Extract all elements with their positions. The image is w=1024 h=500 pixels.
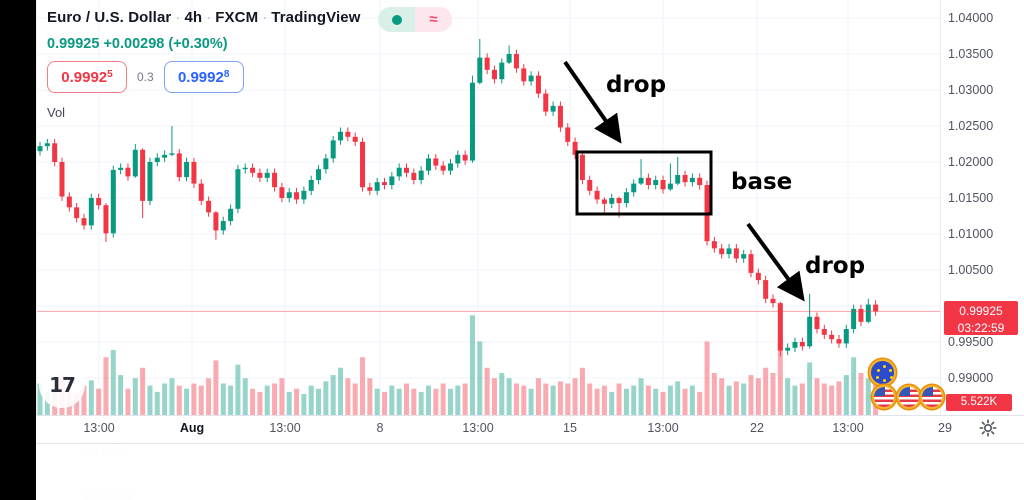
order-buttons: 0.9992 5 0.3 0.9992 8 (47, 61, 244, 93)
time-axis-tick[interactable]: 29 (938, 421, 952, 435)
delayed-icon: ≈ (429, 11, 438, 28)
chart-legend-title[interactable]: Euro / U.S. Dollar · 4h · FXCM · TradingView (47, 9, 361, 26)
last-price-badge: 0.99925 03:22:59 (944, 301, 1018, 335)
us-flag-coin-sticker-icon (897, 385, 921, 409)
spread-value: 0.3 (137, 70, 154, 84)
plot-left-border (36, 0, 37, 415)
timezone-settings-gear-icon[interactable] (978, 418, 998, 443)
delayed-data-indicator[interactable]: ≈ (415, 7, 452, 32)
price-axis-tick[interactable]: 1.03500 (948, 46, 994, 61)
eu-flag-coin-sticker-icon (869, 359, 896, 386)
time-axis-separator (0, 415, 1024, 416)
time-axis-tick[interactable]: 22 (750, 421, 764, 435)
bottom-toolbar: EURUSD 4h ƒx (0, 444, 1024, 500)
price-axis-tick[interactable]: 1.04000 (948, 10, 994, 25)
time-axis-tick[interactable]: 13:00 (647, 421, 679, 435)
time-axis-tick[interactable]: 13:00 (832, 421, 864, 435)
us-flag-coin-sticker-icon (920, 385, 944, 409)
sell-button[interactable]: 0.9992 5 (47, 61, 127, 93)
toolbar-separator (0, 443, 1024, 444)
price-axis-tick[interactable]: 1.02000 (948, 154, 994, 169)
volume-value-badge: 5.522K (946, 394, 1012, 411)
brand: TradingView (271, 9, 361, 26)
symbol-title[interactable]: Euro / U.S. Dollar (47, 9, 172, 26)
price-axis-tick[interactable]: 1.03000 (948, 82, 994, 97)
price-axis-tick[interactable]: 1.00500 (948, 262, 994, 277)
time-axis-tick[interactable]: Aug (179, 421, 205, 435)
buy-button[interactable]: 0.9992 8 (163, 61, 244, 93)
time-axis-tick[interactable]: 8 (376, 421, 384, 435)
quote-line: 0.99925 +0.00298 (+0.30%) (47, 36, 228, 52)
bar-countdown: 03:22:59 (957, 320, 1005, 335)
candlestick-chart[interactable] (36, 0, 940, 415)
screen-black-edge (0, 0, 36, 500)
market-open-dot-icon (391, 14, 402, 25)
time-axis-tick[interactable]: 13:00 (269, 421, 301, 435)
price-axis-tick[interactable]: 1.02500 (948, 118, 994, 133)
exchange[interactable]: FXCM (215, 9, 259, 26)
time-axis-tick[interactable]: 13:00 (462, 421, 494, 435)
price-axis-tick[interactable]: 0.99000 (948, 370, 994, 385)
market-status-pill[interactable]: ≈ (378, 7, 452, 32)
volume-study-label[interactable]: Vol (47, 105, 66, 120)
price-axis-separator (940, 0, 941, 415)
time-axis-tick[interactable]: 15 (563, 421, 577, 435)
time-axis-tick[interactable]: 13:00 (83, 421, 115, 435)
price-axis-tick[interactable]: 1.01000 (948, 226, 994, 241)
tradingview-watermark-logo-icon: 17 (39, 362, 85, 408)
price-axis-tick[interactable]: 0.99500 (948, 334, 994, 349)
price-axis-tick[interactable]: 1.01500 (948, 190, 994, 205)
last-price: 0.99925 (959, 304, 1003, 318)
us-flag-coin-sticker-icon (872, 385, 896, 409)
interval[interactable]: 4h (184, 9, 203, 26)
market-open-indicator[interactable] (378, 7, 415, 32)
